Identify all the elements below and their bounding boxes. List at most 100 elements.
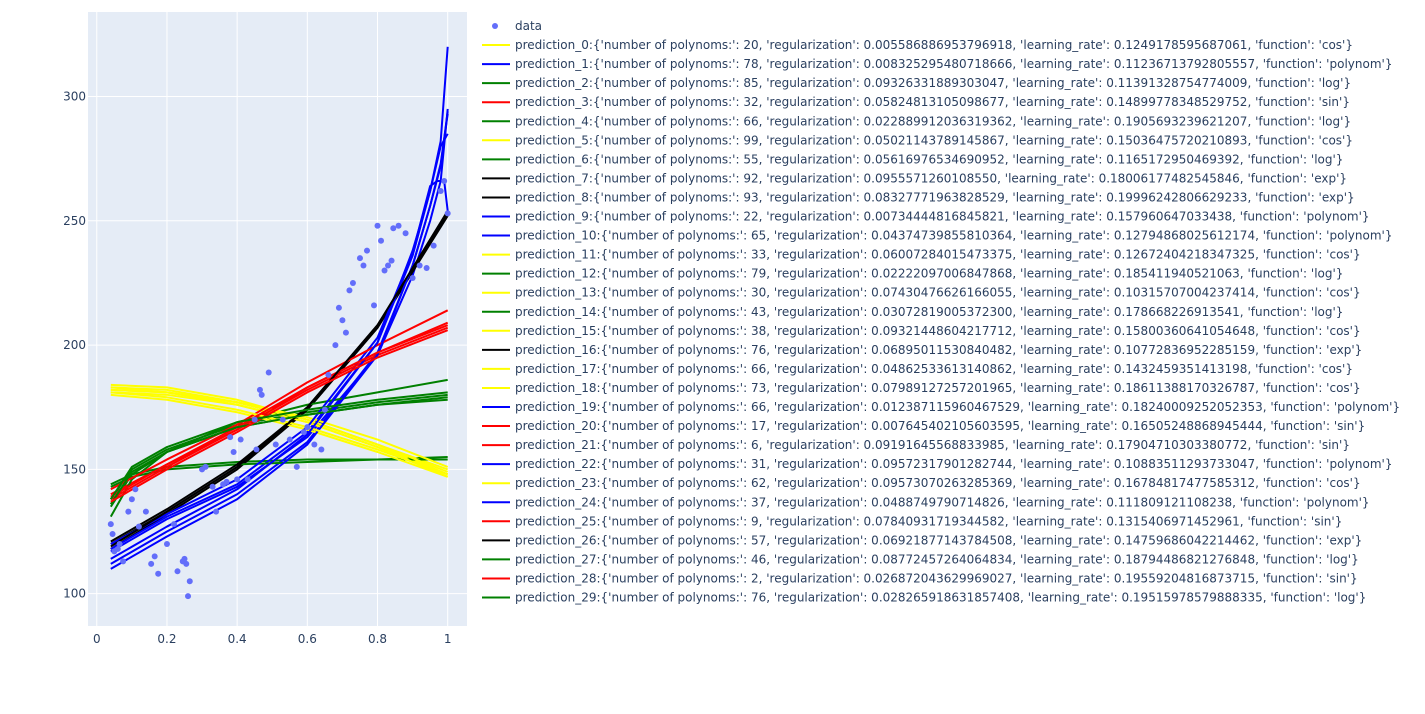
legend-label: prediction_25:{'number of polynoms:': 9,…: [515, 514, 1342, 528]
series-line-prediction-26: [110, 210, 449, 548]
legend-item-prediction-4[interactable]: prediction_4:{'number of polynoms:': 66,…: [482, 114, 1351, 128]
legend-item-prediction-17[interactable]: prediction_17:{'number of polynoms:': 66…: [482, 362, 1353, 376]
legend-item-prediction-27[interactable]: prediction_27:{'number of polynoms:': 46…: [482, 552, 1359, 566]
series-line-prediction-29: [109, 391, 448, 500]
data-point: [444, 210, 451, 217]
series-line-prediction-24: [110, 133, 449, 560]
series-line-prediction-21: [110, 309, 449, 491]
data-point: [318, 446, 325, 453]
legend-label: prediction_1:{'number of polynoms:': 78,…: [515, 57, 1392, 71]
legend-label: prediction_16:{'number of polynoms:': 76…: [515, 343, 1362, 357]
legend-item-prediction-7[interactable]: prediction_7:{'number of polynoms:': 92,…: [482, 171, 1347, 185]
data-point: [385, 262, 392, 269]
x-tick-label: 0.8: [368, 632, 387, 646]
y-tick-label: 200: [63, 338, 86, 352]
series-line-prediction-28: [110, 329, 449, 503]
data-point: [237, 436, 244, 443]
legend-label: prediction_20:{'number of polynoms:': 17…: [515, 419, 1365, 433]
legend-item-data[interactable]: data: [492, 19, 542, 33]
legend-item-prediction-26[interactable]: prediction_26:{'number of polynoms:': 57…: [482, 533, 1362, 547]
legend-label: prediction_24:{'number of polynoms:': 37…: [515, 495, 1370, 509]
plot-area: [109, 46, 449, 570]
legend-item-prediction-25[interactable]: prediction_25:{'number of polynoms:': 9,…: [482, 514, 1342, 528]
data-point: [339, 317, 346, 324]
legend-item-prediction-16[interactable]: prediction_16:{'number of polynoms:': 76…: [482, 343, 1362, 357]
x-tick-label: 0.4: [228, 632, 247, 646]
data-point: [183, 560, 190, 567]
legend-label: prediction_10:{'number of polynoms:': 65…: [515, 229, 1392, 243]
data-point: [244, 476, 251, 483]
series-line-prediction-25: [110, 324, 449, 498]
data-point: [395, 222, 402, 229]
data-point: [430, 242, 437, 249]
legend-item-prediction-5[interactable]: prediction_5:{'number of polynoms:': 99,…: [482, 133, 1353, 147]
data-point: [304, 424, 311, 431]
legend-label: prediction_29:{'number of polynoms:': 76…: [515, 591, 1366, 605]
legend-item-prediction-20[interactable]: prediction_20:{'number of polynoms:': 17…: [482, 419, 1365, 433]
legend-item-prediction-22[interactable]: prediction_22:{'number of polynoms:': 31…: [482, 457, 1392, 471]
legend-item-prediction-2[interactable]: prediction_2:{'number of polynoms:': 85,…: [482, 76, 1351, 90]
legend-item-prediction-1[interactable]: prediction_1:{'number of polynoms:': 78,…: [482, 57, 1392, 71]
data-point: [388, 257, 395, 264]
data-point: [227, 434, 234, 441]
legend-item-prediction-18[interactable]: prediction_18:{'number of polynoms:': 73…: [482, 381, 1361, 395]
y-tick-label: 250: [63, 214, 86, 228]
legend[interactable]: data prediction_0:{'number of polynoms:':…: [482, 19, 1400, 605]
data-point: [174, 568, 181, 575]
data-point: [423, 265, 430, 272]
legend-item-prediction-15[interactable]: prediction_15:{'number of polynoms:': 38…: [482, 324, 1361, 338]
data-point: [163, 540, 170, 547]
legend-label: prediction_9:{'number of polynoms:': 22,…: [515, 210, 1370, 224]
legend-label: data: [515, 19, 542, 33]
data-point: [170, 521, 177, 528]
legend-label: prediction_15:{'number of polynoms:': 38…: [515, 324, 1361, 338]
legend-item-prediction-14[interactable]: prediction_14:{'number of polynoms:': 43…: [482, 305, 1343, 319]
legend-label: prediction_23:{'number of polynoms:': 62…: [515, 476, 1361, 490]
legend-item-prediction-24[interactable]: prediction_24:{'number of polynoms:': 37…: [482, 495, 1370, 509]
data-point: [286, 436, 293, 443]
data-point: [374, 222, 381, 229]
legend-item-prediction-3[interactable]: prediction_3:{'number of polynoms:': 32,…: [482, 95, 1350, 109]
legend-item-prediction-8[interactable]: prediction_8:{'number of polynoms:': 93,…: [482, 190, 1355, 204]
legend-label: prediction_19:{'number of polynoms:': 66…: [515, 400, 1400, 414]
legend-item-prediction-0[interactable]: prediction_0:{'number of polynoms:': 20,…: [482, 38, 1353, 52]
legend-item-prediction-23[interactable]: prediction_23:{'number of polynoms:': 62…: [482, 476, 1361, 490]
legend-item-prediction-19[interactable]: prediction_19:{'number of polynoms:': 66…: [482, 400, 1400, 414]
data-point: [265, 369, 272, 376]
data-point: [234, 476, 241, 483]
data-point: [230, 448, 237, 455]
data-point: [441, 178, 448, 185]
data-point: [142, 508, 149, 515]
data-point: [437, 187, 444, 194]
legend-label: prediction_17:{'number of polynoms:': 66…: [515, 362, 1353, 376]
data-point: [135, 523, 142, 530]
legend-item-prediction-28[interactable]: prediction_28:{'number of polynoms:': 2,…: [482, 571, 1358, 585]
legend-item-prediction-13[interactable]: prediction_13:{'number of polynoms:': 30…: [482, 286, 1361, 300]
series-line-prediction-22: [110, 113, 449, 570]
legend-item-prediction-12[interactable]: prediction_12:{'number of polynoms:': 79…: [482, 267, 1343, 281]
legend-label: prediction_28:{'number of polynoms:': 2,…: [515, 571, 1358, 585]
legend-item-prediction-10[interactable]: prediction_10:{'number of polynoms:': 65…: [482, 229, 1392, 243]
data-point: [223, 478, 230, 485]
series-line-prediction-27: [109, 398, 448, 505]
data-point: [378, 237, 385, 244]
legend-label: prediction_18:{'number of polynoms:': 73…: [515, 381, 1361, 395]
legend-label: prediction_11:{'number of polynoms:': 33…: [515, 248, 1361, 262]
x-tick-label: 0: [93, 632, 101, 646]
legend-item-prediction-6[interactable]: prediction_6:{'number of polynoms:': 55,…: [482, 152, 1343, 166]
legend-label: prediction_5:{'number of polynoms:': 99,…: [515, 133, 1353, 147]
legend-item-prediction-9[interactable]: prediction_9:{'number of polynoms:': 22,…: [482, 210, 1370, 224]
legend-item-prediction-21[interactable]: prediction_21:{'number of polynoms:': 6,…: [482, 438, 1350, 452]
y-tick-label: 100: [63, 587, 86, 601]
data-point: [332, 342, 339, 349]
x-tick-label: 0.2: [157, 632, 176, 646]
legend-item-prediction-29[interactable]: prediction_29:{'number of polynoms:': 76…: [482, 591, 1366, 605]
data-point: [360, 262, 367, 269]
series-line-prediction-20: [110, 326, 449, 501]
legend-label: prediction_3:{'number of polynoms:': 32,…: [515, 95, 1350, 109]
plot-background: [88, 12, 467, 626]
data-point: [402, 230, 409, 237]
legend-item-prediction-11[interactable]: prediction_11:{'number of polynoms:': 33…: [482, 248, 1361, 262]
data-point: [114, 545, 121, 552]
data-point: [293, 463, 300, 470]
